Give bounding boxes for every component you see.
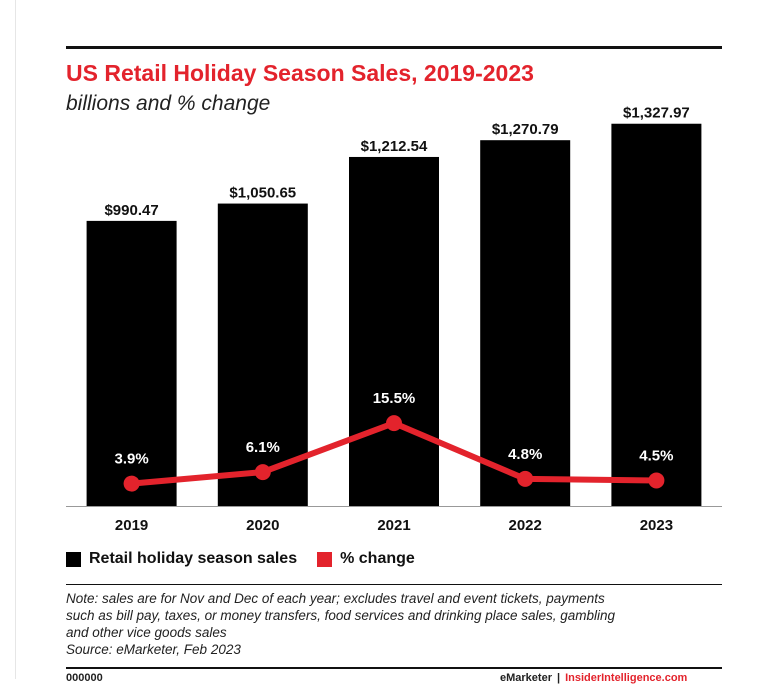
note-divider (66, 584, 722, 585)
source-line: Source: eMarketer, Feb 2023 (66, 642, 241, 657)
change-point (648, 472, 665, 489)
legend-item-change: % change (317, 550, 415, 568)
change-value-label: 3.9% (114, 451, 148, 468)
note-line: Note: sales are for Nov and Dec of each … (66, 591, 605, 606)
x-tick-label: 2022 (509, 517, 542, 534)
brand-site: InsiderIntelligence.com (565, 672, 688, 684)
chart-subtitle: billions and % change (66, 92, 271, 115)
top-rule (66, 46, 722, 49)
bar (349, 156, 439, 506)
bar-value-label: $1,050.65 (229, 185, 296, 202)
brand-separator: | (556, 672, 561, 684)
bottom-rule (66, 667, 722, 669)
change-value-label: 4.5% (639, 447, 673, 464)
change-value-label: 6.1% (246, 439, 280, 456)
change-point (517, 470, 534, 487)
left-edge-rule (15, 0, 16, 679)
legend-swatch-change (317, 551, 333, 567)
x-tick-label: 2021 (377, 517, 410, 534)
x-tick-label: 2020 (246, 517, 279, 534)
legend-label-sales: Retail holiday season sales (89, 550, 298, 567)
change-point (254, 464, 271, 481)
chart-id: 000000 (66, 672, 103, 684)
bar (217, 203, 308, 506)
bar-value-label: $1,212.54 (361, 138, 428, 155)
change-value-label: 15.5% (373, 390, 416, 407)
chart-title: US Retail Holiday Season Sales, 2019-202… (66, 60, 534, 86)
change-point (386, 415, 402, 432)
chart-note: Note: sales are for Nov and Dec of each … (66, 590, 718, 658)
note-line: such as bill pay, taxes, or money transf… (66, 608, 616, 623)
chart-plot: $990.47 $1,050.65 $1,212.54 $1,270.79 $1,327… (66, 105, 722, 534)
brand-name: eMarketer (500, 672, 552, 684)
chart-legend: Retail holiday season sales % change (66, 548, 435, 570)
note-line: and other vice goods sales (66, 625, 227, 640)
bar-value-label: $990.47 (104, 202, 158, 219)
x-tick-label: 2019 (115, 517, 148, 534)
x-tick-label: 2023 (640, 517, 673, 534)
bar (611, 123, 702, 507)
legend-item-sales: Retail holiday season sales (66, 550, 297, 568)
legend-swatch-sales (66, 551, 81, 567)
legend-label-change: % change (340, 550, 415, 567)
footer-brand: eMarketer | InsiderIntelligence.com (500, 672, 687, 684)
bar (86, 220, 177, 506)
bar-value-label: $1,327.97 (623, 105, 690, 122)
bar-value-label: $1,270.79 (492, 121, 559, 138)
change-value-label: 4.8% (508, 446, 542, 463)
change-point (123, 475, 140, 492)
bar (480, 140, 571, 506)
